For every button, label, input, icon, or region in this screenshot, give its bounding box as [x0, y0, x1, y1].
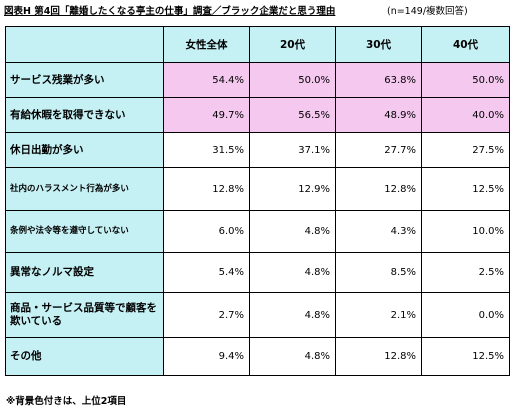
row-label: 社内のハラスメント行為が多い: [5, 167, 164, 211]
header-all-women: 女性全体: [163, 26, 250, 63]
row-label: その他: [5, 337, 164, 376]
header-row: 女性全体 20代 30代 40代: [5, 26, 510, 63]
header-40s: 40代: [421, 26, 510, 63]
cell-value: 12.5%: [421, 167, 510, 211]
cell-value: 5.4%: [163, 252, 250, 293]
header-corner: [5, 26, 164, 63]
cell-value: 50.0%: [421, 62, 510, 98]
table-row: 異常なノルマ設定 5.4% 4.8% 8.5% 2.5%: [5, 252, 510, 293]
row-label: サービス残業が多い: [5, 62, 164, 98]
cell-value: 27.7%: [335, 132, 422, 168]
cell-value: 49.7%: [163, 97, 250, 133]
cell-value: 50.0%: [249, 62, 336, 98]
cell-value: 37.1%: [249, 132, 336, 168]
cell-value: 31.5%: [163, 132, 250, 168]
title-text: 図表H 第4回「離婚したくなる亭主の仕事」調査／ブラック企業だと思う理由: [4, 6, 336, 17]
cell-value: 9.4%: [163, 337, 250, 376]
cell-value: 2.7%: [163, 292, 250, 338]
cell-value: 8.5%: [335, 252, 422, 293]
cell-value: 40.0%: [421, 97, 510, 133]
table-row: 社内のハラスメント行為が多い 12.8% 12.9% 12.8% 12.5%: [5, 167, 510, 211]
cell-value: 6.0%: [163, 210, 250, 253]
table-row: 休日出勤が多い 31.5% 37.1% 27.7% 27.5%: [5, 132, 510, 168]
cell-value: 12.5%: [421, 337, 510, 376]
cell-value: 4.3%: [335, 210, 422, 253]
cell-value: 10.0%: [421, 210, 510, 253]
cell-value: 56.5%: [249, 97, 336, 133]
header-20s: 20代: [249, 26, 336, 63]
cell-value: 54.4%: [163, 62, 250, 98]
row-label: 有給休暇を取得できない: [5, 97, 164, 133]
table-row: 有給休暇を取得できない 49.7% 56.5% 48.9% 40.0%: [5, 97, 510, 133]
cell-value: 12.8%: [335, 167, 422, 211]
table-row: 商品・サービス品質等で顧客を欺いている 2.7% 4.8% 2.1% 0.0%: [5, 292, 510, 338]
cell-value: 4.8%: [249, 210, 336, 253]
cell-value: 4.8%: [249, 252, 336, 293]
table-row: その他 9.4% 4.8% 12.8% 12.5%: [5, 337, 510, 376]
footnote: ※背景色付きは、上位2項目: [6, 396, 127, 407]
cell-value: 0.0%: [421, 292, 510, 338]
row-label: 異常なノルマ設定: [5, 252, 164, 293]
cell-value: 4.8%: [249, 337, 336, 376]
cell-value: 27.5%: [421, 132, 510, 168]
header-30s: 30代: [335, 26, 422, 63]
survey-table: 女性全体 20代 30代 40代 サービス残業が多い 54.4% 50.0% 6…: [5, 26, 510, 376]
table-row: サービス残業が多い 54.4% 50.0% 63.8% 50.0%: [5, 62, 510, 98]
cell-value: 4.8%: [249, 292, 336, 338]
row-label: 条例や法令等を遵守していない: [5, 210, 164, 253]
row-label: 商品・サービス品質等で顧客を欺いている: [5, 292, 164, 338]
sample-note: (n=149/複数回答): [387, 6, 468, 17]
cell-value: 2.1%: [335, 292, 422, 338]
cell-value: 12.8%: [163, 167, 250, 211]
row-label: 休日出勤が多い: [5, 132, 164, 168]
cell-value: 48.9%: [335, 97, 422, 133]
table-row: 条例や法令等を遵守していない 6.0% 4.8% 4.3% 10.0%: [5, 210, 510, 253]
cell-value: 12.9%: [249, 167, 336, 211]
cell-value: 63.8%: [335, 62, 422, 98]
cell-value: 2.5%: [421, 252, 510, 293]
cell-value: 12.8%: [335, 337, 422, 376]
